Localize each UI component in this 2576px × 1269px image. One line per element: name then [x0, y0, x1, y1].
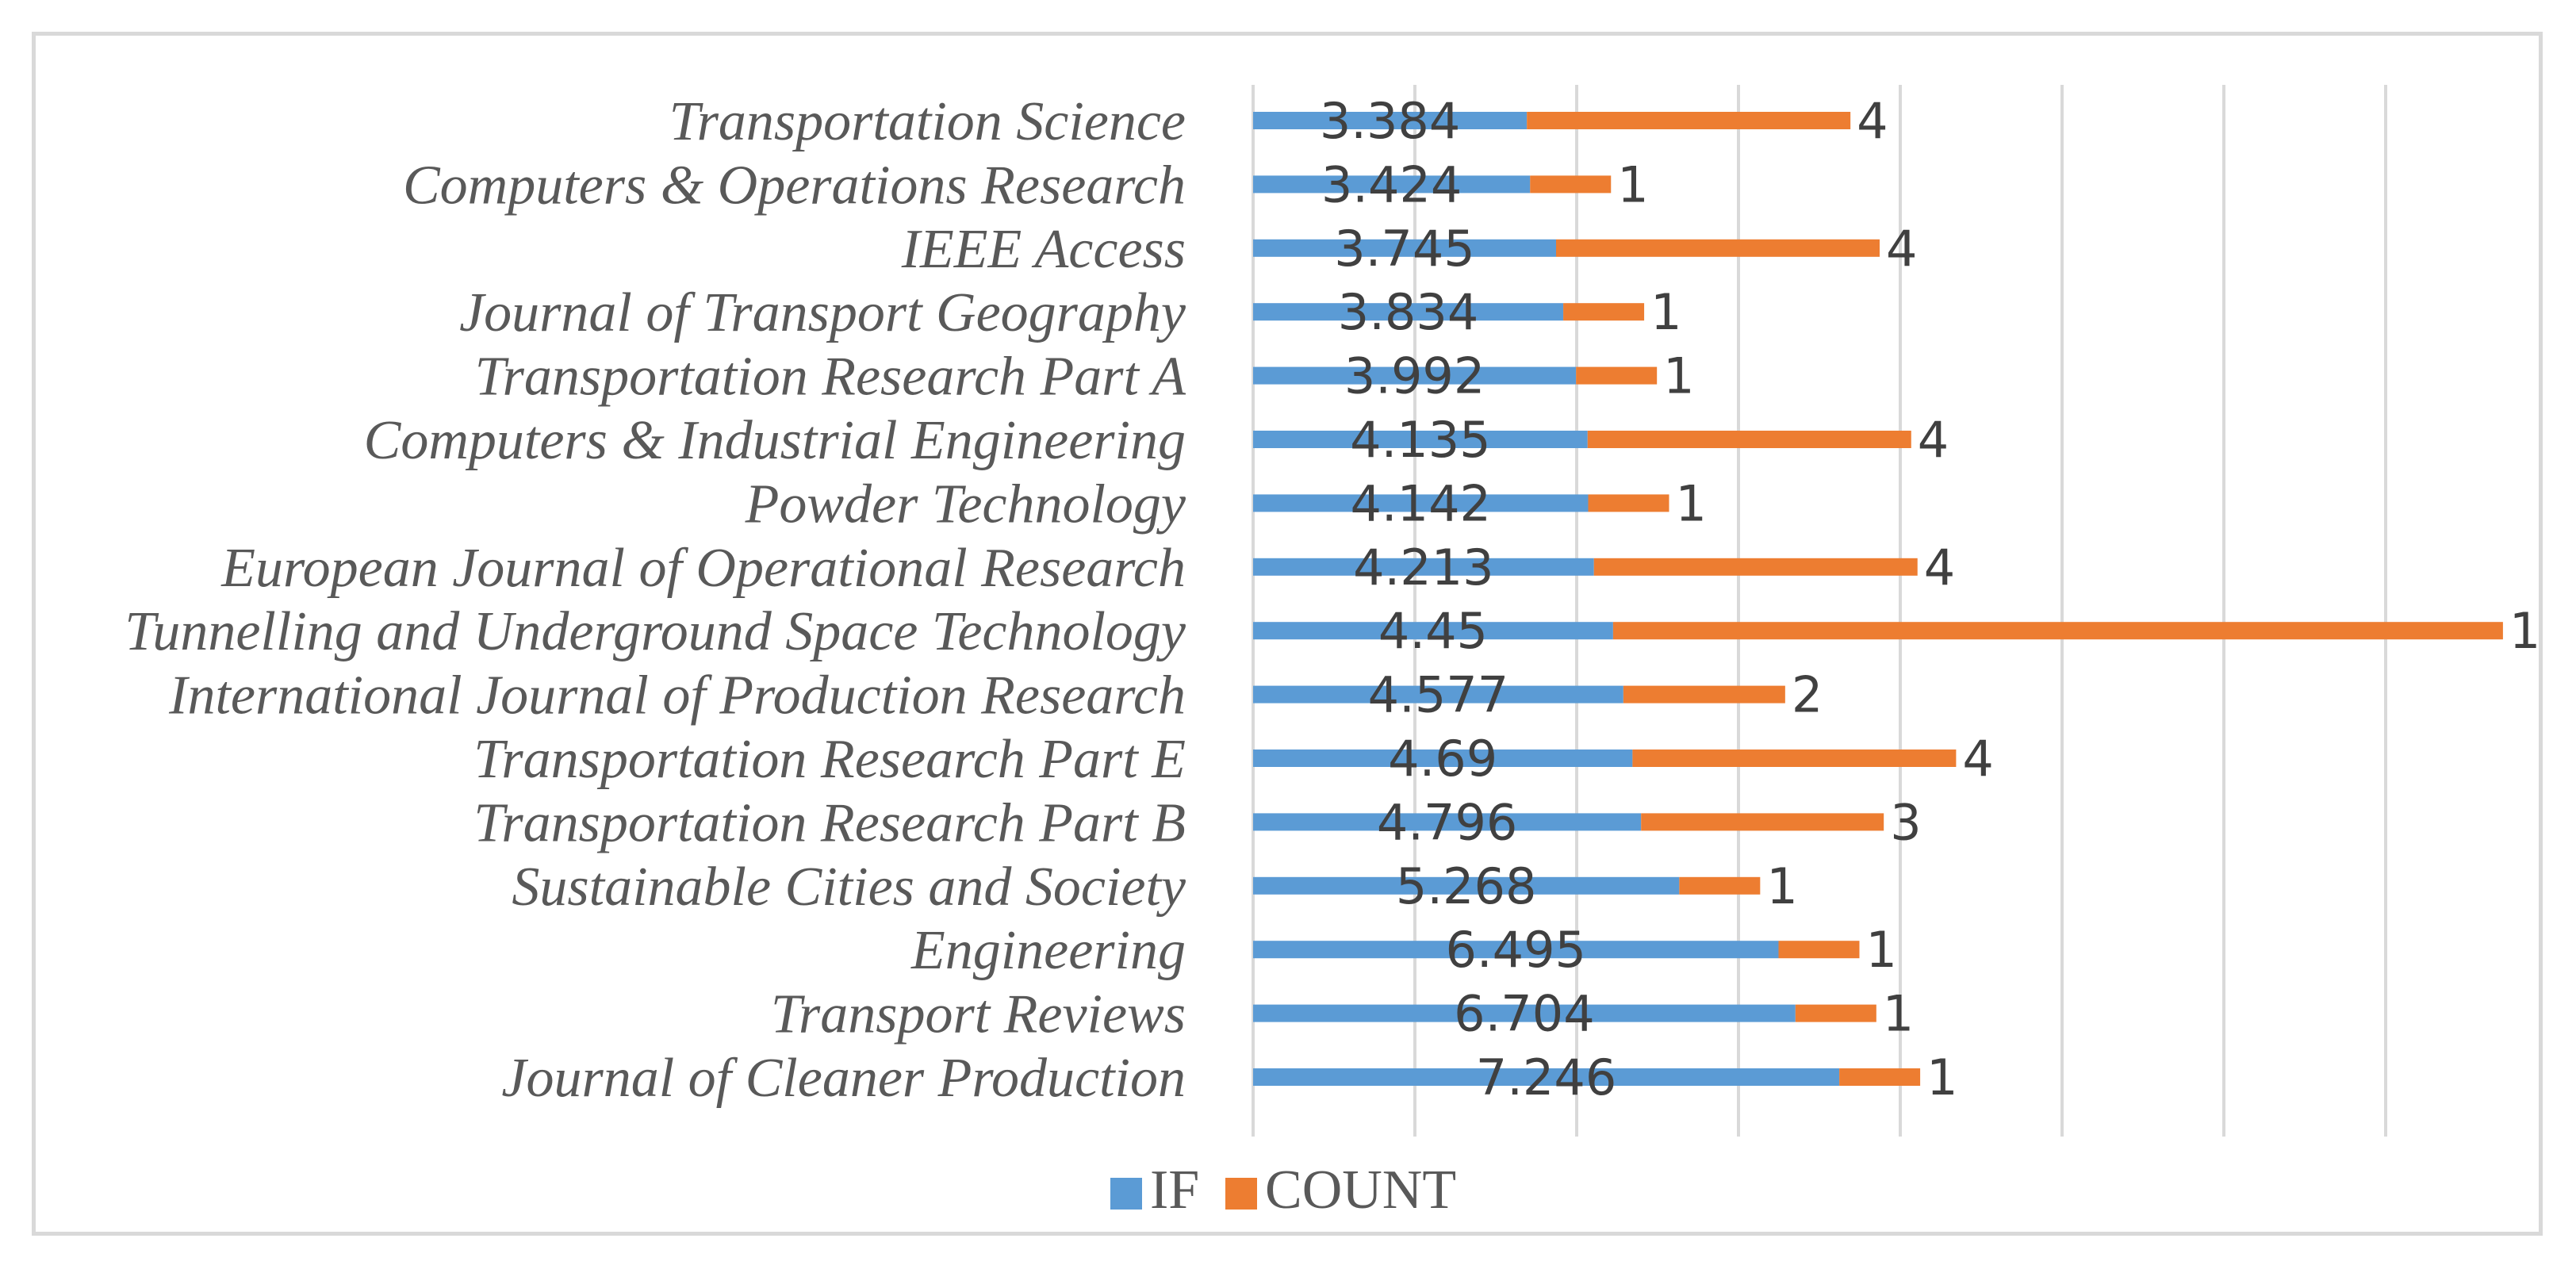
data-label-count: 4: [1918, 411, 1949, 469]
data-label-count: 4: [1962, 730, 1993, 788]
data-label-count: 1: [1675, 474, 1706, 532]
bar-count: [1623, 685, 1785, 704]
bar-if: [1253, 431, 1588, 448]
category-label: Transportation Research Part E: [473, 729, 1186, 790]
category-label: Journal of Cleaner Production: [501, 1048, 1186, 1109]
bar-if: [1253, 303, 1564, 321]
data-label-count: 3: [1890, 793, 1921, 851]
legend-swatch-if: [1110, 1178, 1142, 1210]
bar-if: [1253, 622, 1613, 640]
bar-if: [1253, 175, 1531, 194]
bar-count: [1679, 876, 1761, 895]
data-label-if: 4.135: [1350, 411, 1491, 469]
data-label-count: 1: [1883, 985, 1914, 1043]
bar-count: [1555, 239, 1880, 257]
category-label: Transportation Research Part B: [473, 792, 1186, 853]
bar-count: [1612, 622, 2503, 640]
bar-if: [1253, 813, 1642, 831]
bar-if: [1253, 558, 1594, 576]
category-label: Transport Reviews: [771, 984, 1186, 1045]
bar-if: [1253, 494, 1589, 512]
category-label: Transportation Science: [669, 91, 1186, 152]
data-label-if: 6.495: [1445, 921, 1586, 979]
legend-swatch-count: [1225, 1178, 1257, 1210]
data-label-if: 3.384: [1320, 92, 1461, 150]
data-label-count: 1: [1617, 155, 1648, 213]
bar-if: [1253, 941, 1779, 959]
data-label-count: 1: [1663, 347, 1694, 405]
data-label-count: 1: [1865, 921, 1896, 979]
bar-if: [1253, 112, 1528, 129]
bar-count: [1587, 431, 1911, 448]
category-label: Journal of Transport Geography: [459, 282, 1186, 343]
bars: [1253, 112, 2503, 1086]
bar-if: [1253, 876, 1680, 895]
category-label: International Journal of Production Rese…: [168, 665, 1186, 727]
data-label-count: 1: [1926, 1049, 1957, 1106]
data-label-count: 4: [1886, 220, 1917, 278]
data-label-count: 2: [1792, 666, 1823, 724]
data-label-if: 4.45: [1378, 602, 1488, 660]
data-label-if: 3.834: [1338, 283, 1479, 341]
category-label: IEEE Access: [901, 219, 1186, 280]
bar-if: [1253, 750, 1633, 767]
data-label-count: 4: [1857, 92, 1888, 150]
data-label-if: 3.424: [1321, 155, 1462, 213]
category-label: Computers & Industrial Engineering: [364, 410, 1186, 471]
bar-count: [1632, 750, 1957, 767]
chart-frame: Transportation Science Computers & Operat…: [32, 32, 2543, 1236]
bar-count: [1839, 1068, 1921, 1086]
data-label-if: 4.577: [1368, 666, 1509, 724]
data-label-if: 4.142: [1350, 474, 1491, 532]
bar-count: [1795, 1004, 1876, 1022]
gridlines: [1252, 85, 2387, 1137]
data-label-if: 6.704: [1454, 985, 1595, 1043]
bar-count: [1778, 941, 1860, 959]
bar-if: [1253, 1068, 1840, 1086]
data-label-if: 3.992: [1344, 347, 1485, 405]
bar-count: [1588, 494, 1669, 512]
bar-if: [1253, 685, 1623, 704]
category-label: Sustainable Cities and Society: [512, 857, 1186, 918]
bar-if: [1253, 1004, 1796, 1022]
data-label-if: 5.268: [1396, 857, 1537, 915]
category-label: Transportation Research Part A: [475, 347, 1186, 408]
data-label-if: 4.213: [1353, 539, 1494, 596]
legend-label-count: COUNT: [1265, 1160, 1456, 1221]
bar-count: [1641, 813, 1884, 831]
data-label-count: 1: [1650, 283, 1681, 341]
bar-count: [1593, 558, 1918, 576]
legend-label-if: IF: [1150, 1160, 1199, 1221]
bar-if: [1253, 366, 1577, 385]
legend: IF COUNT: [1110, 1160, 1456, 1221]
bar-if: [1253, 239, 1556, 257]
data-label-count: 1: [1766, 857, 1797, 915]
bar-count: [1576, 366, 1658, 385]
data-label-count: 4: [1924, 539, 1955, 596]
data-label-if: 7.246: [1476, 1049, 1617, 1106]
category-label: Powder Technology: [745, 473, 1186, 535]
bar-count: [1527, 112, 1851, 129]
category-label: Computers & Operations Research: [403, 155, 1186, 216]
bar-count: [1530, 175, 1612, 194]
data-label-count: 11: [2509, 602, 2539, 660]
bar-count: [1563, 303, 1645, 321]
category-label: Tunnelling and Underground Space Technol…: [125, 601, 1186, 662]
data-label-if: 4.69: [1388, 730, 1497, 788]
data-label-if: 4.796: [1377, 793, 1518, 851]
data-label-if: 3.745: [1334, 220, 1475, 278]
data-labels: 3.384 4 3.424 1 3.745 4 3.834 1 3.992 1 4.135 4 4.14…: [1320, 92, 2539, 1106]
category-label: European Journal of Operational Research: [220, 538, 1186, 599]
category-label: Engineering: [910, 920, 1186, 981]
